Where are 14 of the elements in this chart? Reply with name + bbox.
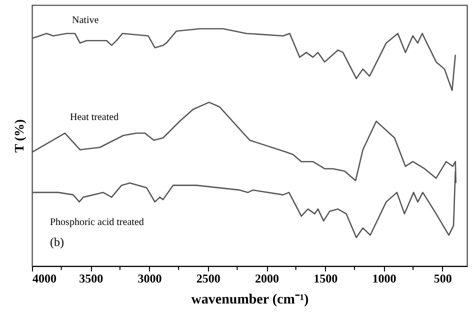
annotation: (b) bbox=[50, 235, 64, 249]
series-label: Phosphoric acid treated bbox=[50, 217, 144, 228]
x-tick-label: 1500 bbox=[314, 272, 338, 286]
x-tick-label: 2000 bbox=[255, 272, 279, 286]
x-tick-label: 4000 bbox=[32, 272, 56, 286]
x-axis-title: wavenumber (cm⁻¹) bbox=[191, 292, 310, 308]
x-tick-label: 2500 bbox=[196, 272, 220, 286]
x-tick-label: 3500 bbox=[79, 272, 104, 286]
series-label: Heat treated bbox=[70, 112, 119, 123]
x-tick-label: 500 bbox=[434, 272, 452, 286]
y-axis-title: T (%) bbox=[12, 119, 26, 153]
x-tick-label: 3000 bbox=[138, 272, 162, 286]
series-label: Native bbox=[72, 15, 100, 26]
x-tick-label: 1000 bbox=[372, 272, 396, 286]
